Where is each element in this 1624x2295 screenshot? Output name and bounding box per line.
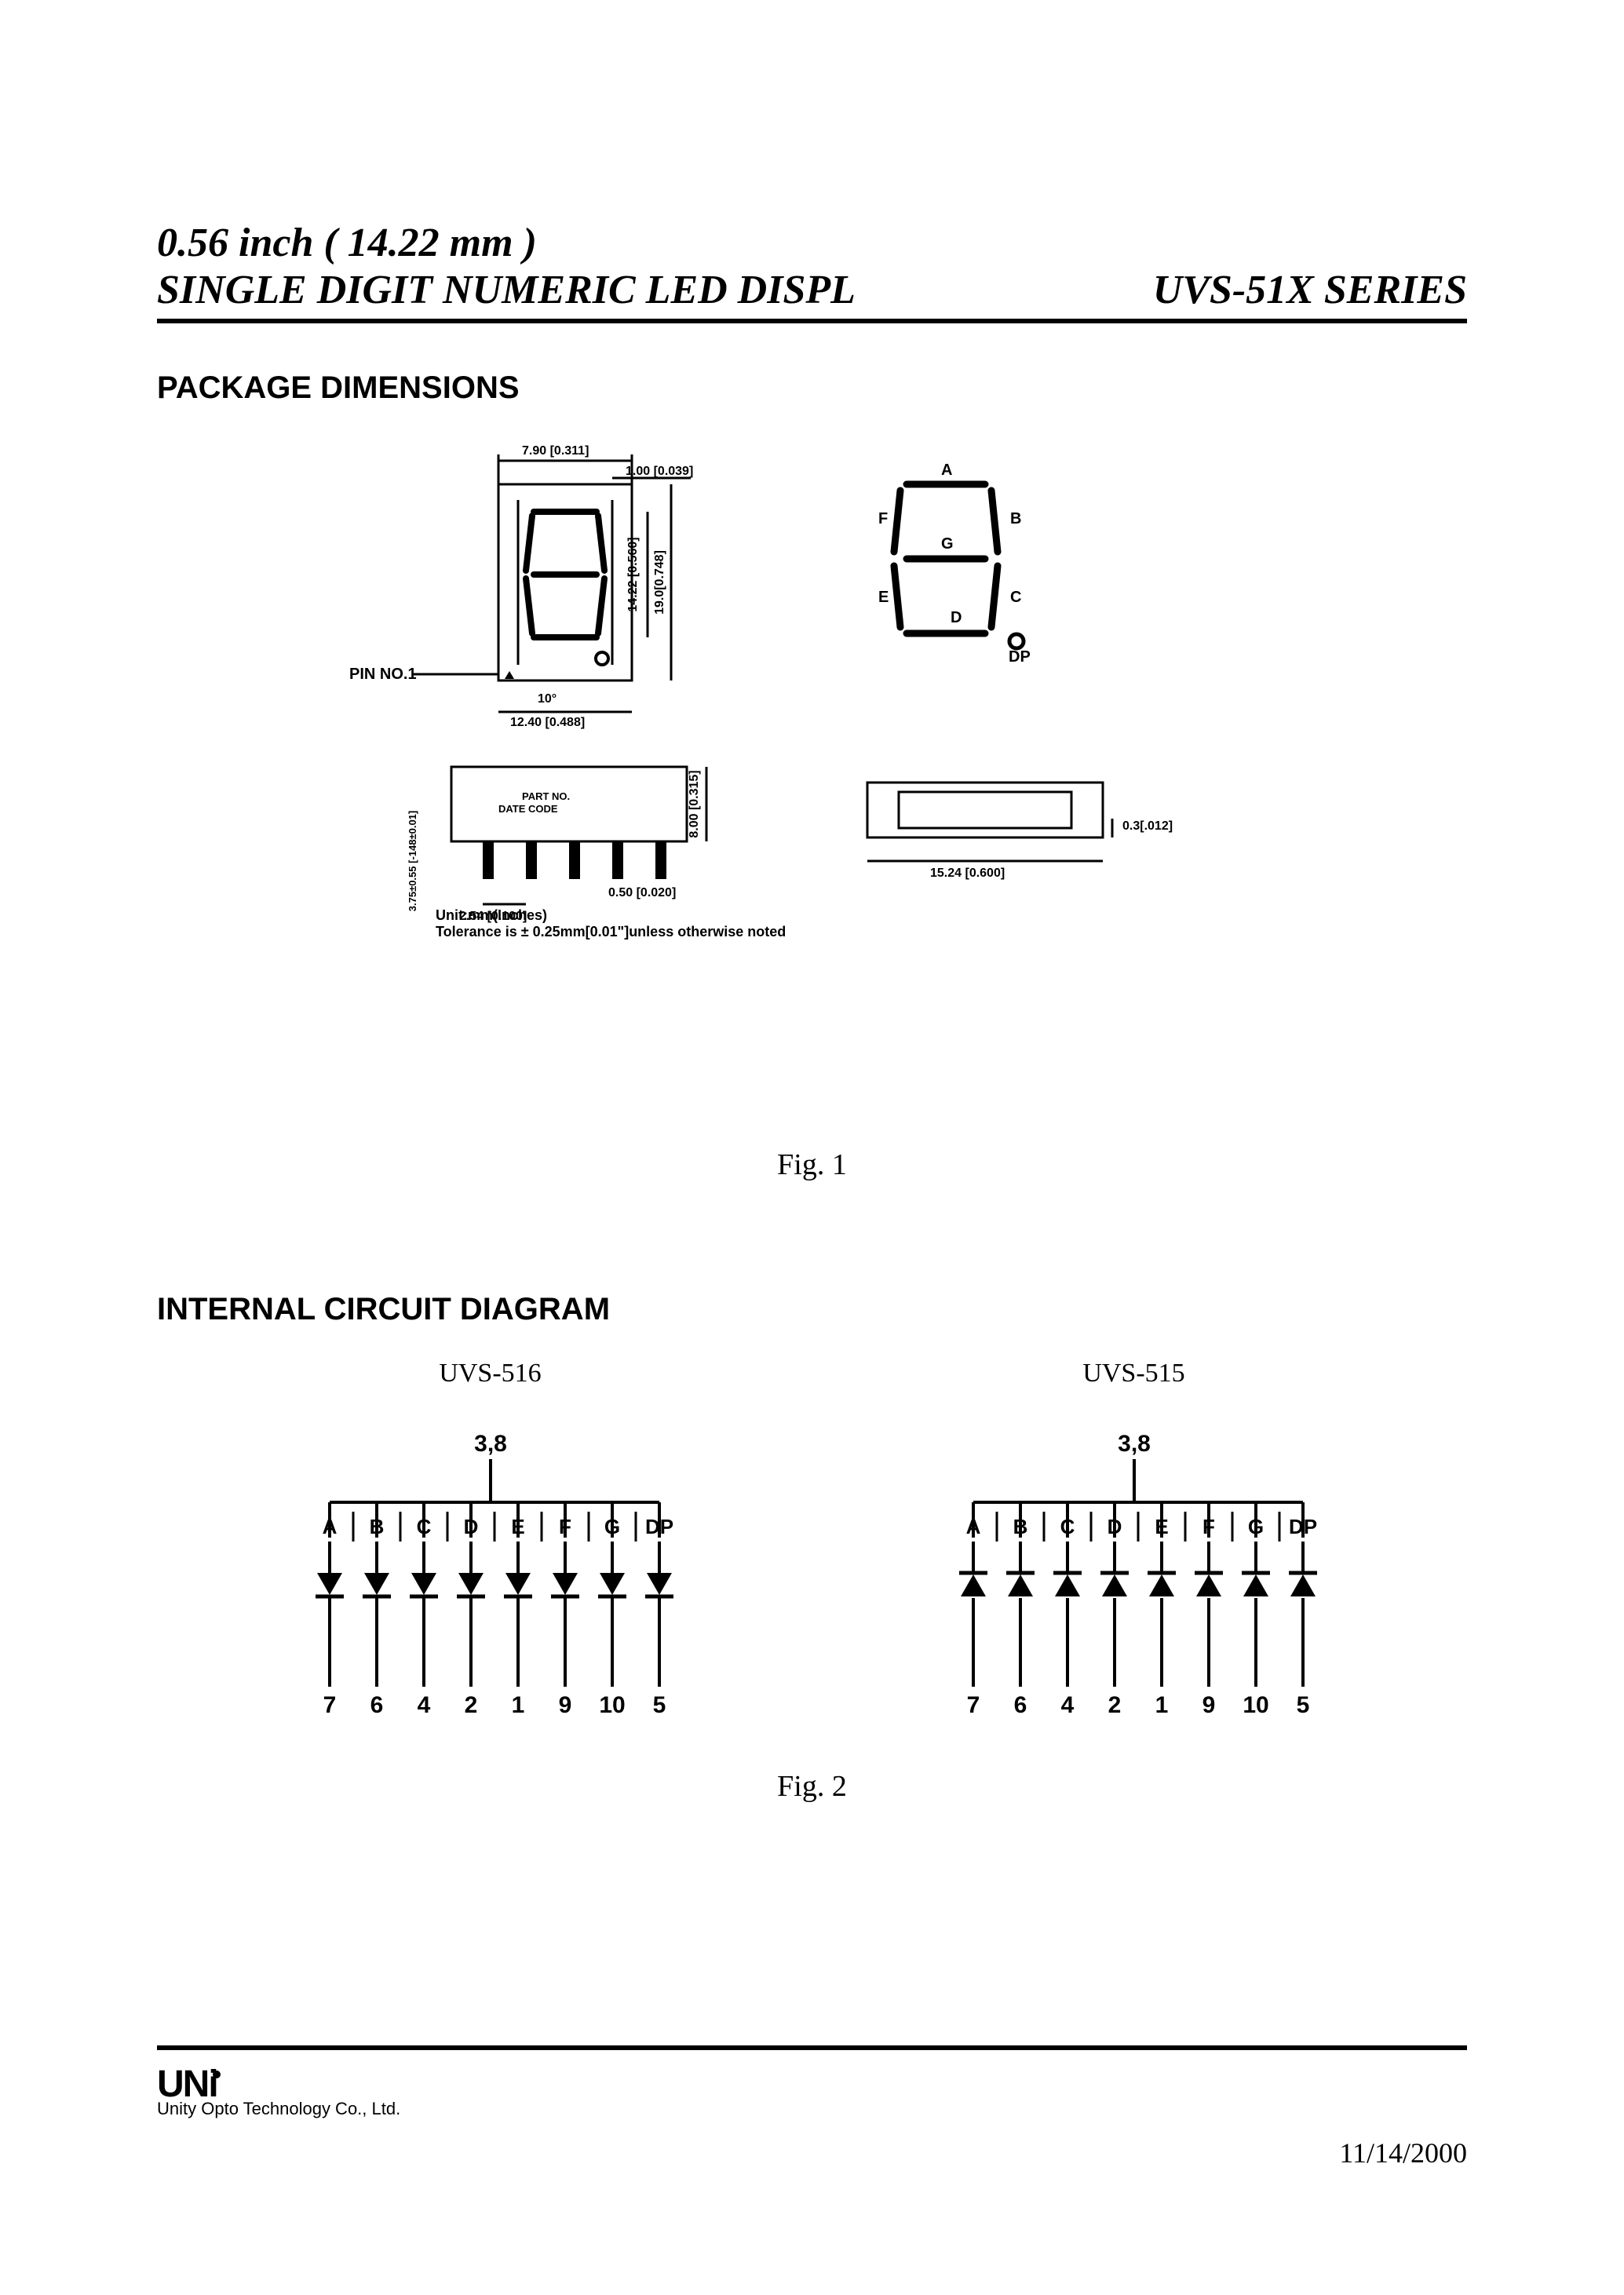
svg-text:10: 10 — [1243, 1692, 1268, 1718]
svg-text:A: A — [941, 462, 952, 479]
svg-text:A: A — [965, 1515, 980, 1538]
package-dimensions-figure: PIN NO.1 7.90 [0.311] 1.00 [0.039] 14.22 [0… — [157, 437, 1467, 943]
svg-text:F: F — [559, 1515, 571, 1538]
logo-dot-icon — [213, 2071, 221, 2078]
svg-text:G: G — [604, 1515, 619, 1538]
svg-text:PIN NO.1: PIN NO.1 — [349, 666, 417, 683]
svg-text:C: C — [1060, 1515, 1075, 1538]
svg-text:DP: DP — [644, 1515, 673, 1538]
internal-circuit-right: UVS-515 3,8 A 7 B 6 C 4 D 2 E 1 F 9 G 10 DP 5 — [914, 1359, 1354, 1730]
internal-circuit-row: UVS-516 3,8 A 7 B 6 C 4 D 2 E 1 F 9 G 10 DP 5 UVS-515 3,… — [157, 1359, 1467, 1730]
title-block: 0.56 inch ( 14.22 mm ) SINGLE DIGIT NUME… — [157, 220, 1467, 314]
svg-text:2: 2 — [1108, 1692, 1121, 1718]
svg-text:DP: DP — [1009, 648, 1031, 666]
internal-circuit-left: UVS-516 3,8 A 7 B 6 C 4 D 2 E 1 F 9 G 10 DP 5 — [271, 1359, 710, 1730]
svg-text:4: 4 — [1060, 1692, 1074, 1718]
footer-date: 11/14/2000 — [1339, 2136, 1467, 2169]
svg-text:7: 7 — [966, 1692, 980, 1718]
title-line2-right: UVS-51X SERIES — [1153, 267, 1467, 314]
title-line2-left: SINGLE DIGIT NUMERIC LED DISPL — [157, 267, 856, 314]
svg-text:1.00 [0.039]: 1.00 [0.039] — [626, 465, 693, 478]
svg-text:E: E — [1155, 1515, 1168, 1538]
ic-right-title: UVS-515 — [914, 1359, 1354, 1388]
svg-text:9: 9 — [1202, 1692, 1215, 1718]
svg-text:C: C — [1010, 589, 1021, 606]
svg-text:DATE CODE: DATE CODE — [498, 803, 558, 815]
footer-rule — [157, 2045, 1467, 2050]
title-rule — [157, 319, 1467, 323]
svg-text:0.3[.012]: 0.3[.012] — [1122, 819, 1173, 833]
svg-text:1: 1 — [511, 1692, 524, 1718]
svg-text:Tolerance is ± 0.25mm[0.01"]u: Tolerance is ± 0.25mm[0.01"]unless other… — [436, 924, 786, 940]
internal-circuit-heading: INTERNAL CIRCUIT DIAGRAM — [157, 1292, 1467, 1327]
svg-text:PART NO.: PART NO. — [522, 790, 570, 802]
ic-right-svg: 3,8 A 7 B 6 C 4 D 2 E 1 F 9 G 10 DP 5 — [930, 1428, 1338, 1726]
svg-text:4: 4 — [417, 1692, 430, 1718]
svg-text:A: A — [322, 1515, 337, 1538]
svg-text:3,8: 3,8 — [474, 1431, 507, 1457]
svg-text:D: D — [463, 1515, 478, 1538]
svg-text:6: 6 — [1013, 1692, 1027, 1718]
svg-text:2: 2 — [464, 1692, 477, 1718]
svg-text:3,8: 3,8 — [1118, 1431, 1151, 1457]
svg-text:10: 10 — [599, 1692, 625, 1718]
svg-text:C: C — [416, 1515, 431, 1538]
svg-text:B: B — [369, 1515, 384, 1538]
svg-text:1: 1 — [1155, 1692, 1168, 1718]
ic-left-svg: 3,8 A 7 B 6 C 4 D 2 E 1 F 9 G 10 DP 5 — [286, 1428, 695, 1726]
svg-text:G: G — [941, 535, 954, 553]
svg-text:3.75±0.55 [-148±0.01]: 3.75±0.55 [-148±0.01] — [407, 810, 418, 910]
page: 0.56 inch ( 14.22 mm ) SINGLE DIGIT NUME… — [0, 0, 1624, 2295]
svg-text:7.90 [0.311]: 7.90 [0.311] — [522, 444, 589, 458]
svg-text:5: 5 — [652, 1692, 666, 1718]
package-dimensions-heading: PACKAGE DIMENSIONS — [157, 370, 1467, 406]
svg-text:B: B — [1010, 510, 1021, 527]
svg-text:D: D — [951, 609, 962, 626]
svg-text:19.0[0.748]: 19.0[0.748] — [653, 550, 666, 615]
svg-text:B: B — [1013, 1515, 1027, 1538]
company-name: Unity Opto Technology Co., Ltd. — [157, 2100, 400, 2118]
figure2-caption: Fig. 2 — [157, 1769, 1467, 1804]
svg-text:F: F — [878, 510, 888, 527]
svg-text:6: 6 — [370, 1692, 383, 1718]
logo-block: UNi Unity Opto Technology Co., Ltd. — [157, 2066, 400, 2118]
svg-text:D: D — [1107, 1515, 1122, 1538]
svg-text:9: 9 — [558, 1692, 571, 1718]
svg-text:8.00 [0.315]: 8.00 [0.315] — [688, 770, 701, 837]
title-line1: 0.56 inch ( 14.22 mm ) — [157, 220, 1467, 267]
ic-left-title: UVS-516 — [271, 1359, 710, 1388]
svg-text:Unit:mm(Inches): Unit:mm(Inches) — [436, 907, 547, 923]
svg-text:14.22 [0.560]: 14.22 [0.560] — [626, 537, 640, 611]
svg-text:G: G — [1247, 1515, 1263, 1538]
svg-text:10°: 10° — [538, 692, 557, 706]
footer: UNi Unity Opto Technology Co., Ltd. 11/1… — [157, 2045, 1467, 2169]
svg-text:15.24 [0.600]: 15.24 [0.600] — [930, 867, 1005, 880]
svg-text:E: E — [511, 1515, 524, 1538]
svg-text:7: 7 — [323, 1692, 336, 1718]
svg-text:12.40 [0.488]: 12.40 [0.488] — [510, 716, 585, 729]
svg-text:F: F — [1202, 1515, 1215, 1538]
figure1-caption: Fig. 1 — [157, 1148, 1467, 1182]
title-line2: SINGLE DIGIT NUMERIC LED DISPL UVS-51X S… — [157, 267, 1467, 314]
svg-text:DP: DP — [1288, 1515, 1316, 1538]
package-dimensions-svg: PIN NO.1 7.90 [0.311] 1.00 [0.039] 14.22 [0… — [341, 437, 1283, 940]
svg-text:5: 5 — [1296, 1692, 1309, 1718]
svg-text:E: E — [878, 589, 889, 606]
svg-text:0.50 [0.020]: 0.50 [0.020] — [608, 886, 676, 899]
